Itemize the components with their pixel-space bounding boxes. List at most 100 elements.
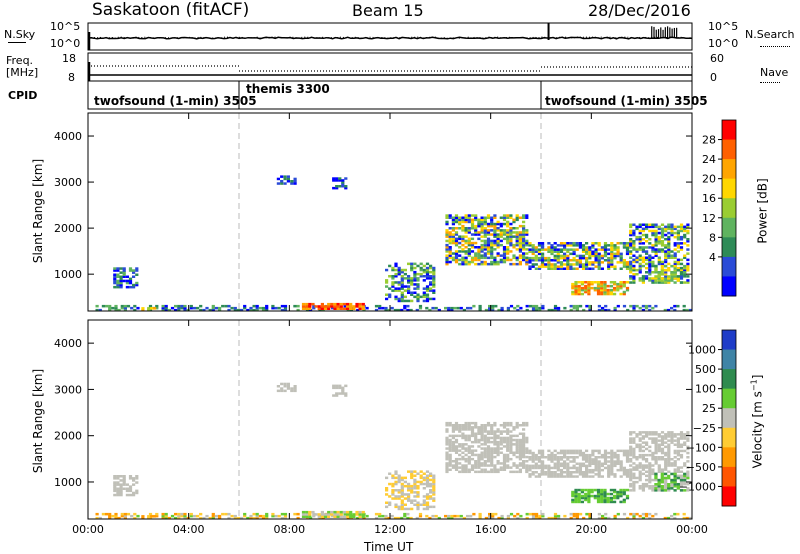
data-cell [629, 451, 633, 455]
data-cell [571, 284, 575, 288]
data-cell [480, 451, 484, 454]
data-cell [585, 263, 589, 266]
data-cell [286, 382, 290, 386]
data-cell [648, 470, 652, 473]
data-cell [461, 224, 465, 228]
data-cell [403, 484, 407, 488]
data-cell [632, 472, 636, 476]
data-cell [499, 254, 503, 257]
data-cell [569, 512, 573, 516]
data-cell [683, 464, 687, 467]
data-cell [502, 421, 507, 425]
data-cell [418, 512, 423, 516]
data-cell [537, 460, 542, 463]
data-cell [651, 248, 655, 251]
data-cell [490, 229, 494, 232]
data-cell [667, 252, 671, 255]
data-cell [607, 263, 611, 266]
data-cell [664, 252, 668, 255]
data-cell [622, 466, 626, 470]
data-cell [572, 514, 576, 518]
data-cell [553, 475, 557, 478]
data-cell [474, 438, 478, 442]
data-cell [613, 265, 617, 268]
data-cell [403, 493, 407, 496]
data-cell [585, 261, 589, 264]
data-cell [575, 466, 579, 470]
data-cell [651, 231, 655, 235]
data-cell [566, 265, 570, 268]
data-cell [467, 214, 471, 217]
data-cell [308, 305, 312, 308]
data-cell [574, 488, 578, 492]
data-cell [497, 516, 501, 520]
data-cell [580, 281, 584, 284]
data-cell [648, 260, 652, 264]
data-cell [362, 516, 366, 520]
data-cell [464, 252, 468, 255]
data-cell [407, 289, 411, 292]
data-cell [591, 242, 595, 245]
data-cell [113, 485, 117, 488]
data-cell [410, 266, 414, 270]
data-cell [673, 472, 677, 476]
data-cell [572, 451, 576, 455]
data-cell [648, 485, 652, 488]
data-cell [654, 445, 658, 449]
data-cell [230, 514, 234, 518]
data-cell [128, 267, 133, 270]
data-cell [587, 498, 591, 502]
data-cell [387, 308, 391, 312]
data-cell [619, 468, 623, 472]
data-cell [516, 308, 520, 312]
data-cell [525, 436, 529, 440]
data-cell [407, 285, 411, 288]
data-cell [566, 473, 570, 476]
data-cell [472, 304, 476, 308]
data-cell [512, 235, 516, 238]
data-cell [559, 471, 564, 474]
data-cell [311, 510, 315, 514]
data-cell [478, 304, 482, 308]
data-cell [559, 265, 564, 268]
data-cell [676, 242, 680, 245]
data-cell [290, 387, 294, 390]
data-cell [403, 272, 407, 276]
data-cell [541, 449, 545, 453]
data-cell [585, 458, 589, 461]
data-cell [616, 456, 620, 459]
data-cell [541, 304, 545, 308]
data-cell [651, 456, 655, 459]
data-cell [451, 222, 455, 226]
data-cell [335, 384, 339, 388]
data-cell [667, 269, 671, 272]
data-cell [341, 183, 345, 186]
data-cell [597, 516, 601, 520]
data-cell [629, 260, 633, 264]
data-cell [601, 514, 605, 518]
data-cell [625, 261, 630, 264]
y-tick-label: 4000 [54, 130, 82, 143]
x-tick-label: 00:00 [72, 523, 104, 536]
data-cell [464, 241, 468, 245]
data-cell [470, 457, 475, 461]
data-cell [356, 308, 360, 312]
data-cell [600, 292, 604, 296]
data-cell [509, 214, 513, 217]
data-cell [515, 443, 519, 446]
data-cell [525, 239, 529, 243]
data-cell [283, 514, 288, 518]
data-cell [580, 494, 584, 498]
data-cell [660, 468, 665, 471]
data-cell [550, 265, 554, 268]
data-cell [413, 270, 417, 274]
data-cell [553, 250, 557, 253]
data-cell [128, 279, 133, 283]
data-cell [483, 424, 487, 427]
data-cell [470, 243, 475, 247]
cpid-panel-frame [87, 80, 693, 110]
data-cell [664, 279, 668, 282]
data-cell [613, 514, 617, 518]
data-cell [493, 235, 497, 238]
data-cell [638, 254, 642, 257]
